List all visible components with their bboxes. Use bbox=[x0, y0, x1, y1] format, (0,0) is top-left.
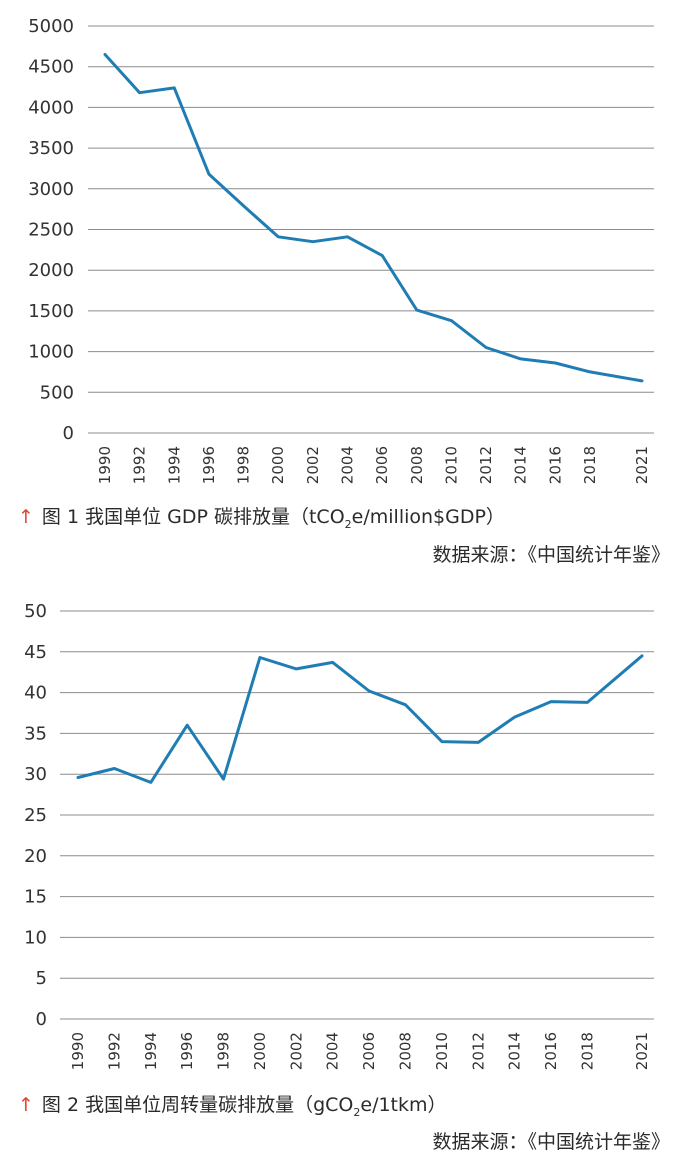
x-tick-label: 2012 bbox=[469, 1032, 487, 1070]
y-tick-label: 0 bbox=[36, 1009, 47, 1030]
x-tick-label: 1998 bbox=[215, 1032, 233, 1070]
x-tick-label: 2010 bbox=[433, 1032, 451, 1070]
x-tick-label: 2008 bbox=[408, 446, 426, 484]
caption-subscript: 2 bbox=[353, 1105, 361, 1119]
y-tick-label: 5000 bbox=[28, 16, 74, 37]
x-tick-label: 2018 bbox=[581, 446, 599, 484]
x-tick-label: 2002 bbox=[287, 1032, 305, 1070]
x-tick-label: 2021 bbox=[633, 446, 651, 484]
x-tick-label: 1992 bbox=[131, 446, 149, 484]
y-tick-label: 2000 bbox=[28, 260, 74, 281]
y-tick-label: 4000 bbox=[28, 97, 74, 118]
y-tick-label: 1000 bbox=[28, 342, 74, 363]
x-tick-label: 1996 bbox=[178, 1032, 196, 1070]
x-tick-label: 1990 bbox=[96, 446, 114, 484]
x-tick-label: 2000 bbox=[251, 1032, 269, 1070]
figure-caption-1: ↑ 图 1 我国单位 GDP 碳排放量（tCO2e/million$GDP） bbox=[18, 502, 505, 531]
series-line bbox=[76, 654, 644, 784]
x-tick-label: 2014 bbox=[512, 446, 530, 484]
x-tick-label: 2021 bbox=[633, 1032, 651, 1070]
x-tick-label: 2006 bbox=[373, 446, 391, 484]
caption-text-end: e/million$GDP） bbox=[351, 506, 505, 528]
x-tick-label: 1994 bbox=[165, 446, 183, 484]
y-tick-label: 35 bbox=[24, 723, 47, 744]
x-tick-label: 2010 bbox=[442, 446, 460, 484]
data-source-1: 数据来源：《中国统计年鉴》 bbox=[432, 544, 670, 566]
x-tick-label: 2018 bbox=[578, 1032, 596, 1070]
x-tick-label: 2006 bbox=[360, 1032, 378, 1070]
y-tick-label: 15 bbox=[24, 887, 47, 908]
caption-subscript: 2 bbox=[344, 517, 352, 531]
caption-marker-icon: ↑ bbox=[18, 1094, 34, 1116]
y-tick-label: 500 bbox=[40, 382, 74, 403]
caption-text: 图 1 我国单位 GDP 碳排放量（tCO bbox=[41, 506, 345, 528]
y-tick-label: 4500 bbox=[28, 57, 74, 78]
series-line bbox=[103, 53, 644, 383]
chart-turnover-emissions: 0 5 10 15 20 25 30 35 40 45 50 1990 1992 1994 1996 1998… bbox=[24, 601, 654, 1070]
y-tick-label: 30 bbox=[24, 764, 47, 785]
x-tick-label: 2016 bbox=[546, 446, 564, 484]
caption-text: 图 2 我国单位周转量碳排放量（gCO bbox=[41, 1094, 354, 1116]
x-tick-label: 2012 bbox=[477, 446, 495, 484]
y-tick-label: 20 bbox=[24, 846, 47, 867]
y-tick-label: 3500 bbox=[28, 138, 74, 159]
x-tick-label: 2002 bbox=[304, 446, 322, 484]
x-tick-label: 1998 bbox=[235, 446, 253, 484]
caption-text-end: e/1tkm） bbox=[360, 1094, 447, 1116]
x-tick-label: 1990 bbox=[69, 1032, 87, 1070]
figure-caption-2: ↑ 图 2 我国单位周转量碳排放量（gCO2e/1tkm） bbox=[18, 1090, 447, 1119]
data-source-2: 数据来源：《中国统计年鉴》 bbox=[432, 1131, 670, 1153]
x-tick-label: 2014 bbox=[506, 1032, 524, 1070]
x-tick-label: 2004 bbox=[324, 1032, 342, 1070]
x-tick-label: 1992 bbox=[105, 1032, 123, 1070]
y-tick-label: 50 bbox=[24, 601, 47, 622]
x-tick-label: 1994 bbox=[142, 1032, 160, 1070]
caption-marker-icon: ↑ bbox=[18, 506, 34, 528]
x-tick-label: 2016 bbox=[542, 1032, 560, 1070]
y-tick-label: 0 bbox=[63, 423, 74, 444]
y-tick-label: 1500 bbox=[28, 301, 74, 322]
y-tick-label: 5 bbox=[36, 968, 47, 989]
x-tick-label: 2008 bbox=[396, 1032, 414, 1070]
y-tick-label: 40 bbox=[24, 683, 47, 704]
y-tick-label: 45 bbox=[24, 642, 47, 663]
x-tick-label: 2004 bbox=[339, 446, 357, 484]
y-tick-label: 25 bbox=[24, 805, 47, 826]
x-tick-label: 2000 bbox=[269, 446, 287, 484]
x-tick-label: 1996 bbox=[200, 446, 218, 484]
y-tick-label: 2500 bbox=[28, 220, 74, 241]
y-tick-label: 3000 bbox=[28, 179, 74, 200]
chart-gdp-emissions: 0 500 1000 1500 2000 2500 3000 3500 4000 4500 5000… bbox=[28, 16, 654, 484]
y-tick-label: 10 bbox=[24, 927, 47, 948]
